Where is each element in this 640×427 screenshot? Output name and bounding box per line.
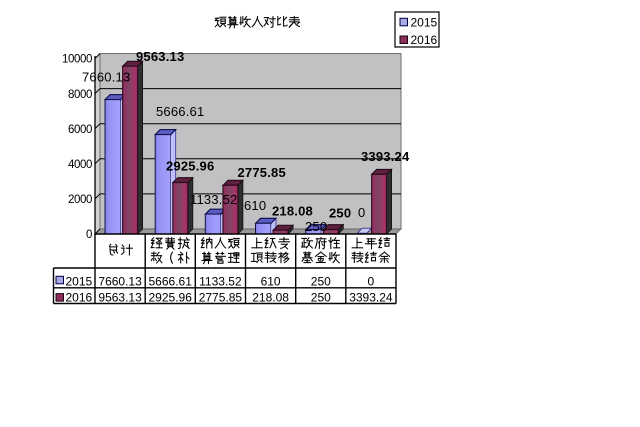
svg-text:2925.96: 2925.96	[166, 158, 214, 173]
svg-text:5666.61: 5666.61	[156, 104, 204, 119]
svg-text:9563.13: 9563.13	[136, 49, 184, 64]
svg-text:2015: 2015	[411, 15, 438, 29]
svg-text:218.08: 218.08	[252, 290, 289, 304]
svg-text:2775.85: 2775.85	[199, 290, 243, 304]
svg-text:8000: 8000	[68, 89, 92, 101]
svg-text:0: 0	[358, 205, 365, 220]
svg-text:1133.52: 1133.52	[190, 192, 237, 207]
svg-text:7660.13: 7660.13	[82, 69, 130, 84]
svg-text:2775.85: 2775.85	[238, 165, 286, 180]
svg-text:2925.96: 2925.96	[149, 290, 193, 304]
svg-text:250: 250	[305, 219, 327, 234]
svg-text:5666.61: 5666.61	[149, 274, 193, 288]
svg-text:250: 250	[329, 205, 351, 220]
svg-text:218.08: 218.08	[272, 203, 313, 218]
svg-text:250: 250	[311, 290, 331, 304]
svg-text:610: 610	[261, 274, 281, 288]
svg-text:2016: 2016	[411, 33, 438, 47]
svg-text:10000: 10000	[62, 54, 92, 66]
svg-text:3393.24: 3393.24	[361, 149, 410, 164]
svg-text:250: 250	[311, 274, 331, 288]
svg-text:2000: 2000	[68, 194, 92, 206]
svg-text:610: 610	[244, 198, 266, 213]
svg-text:0: 0	[368, 274, 375, 288]
svg-text:9563.13: 9563.13	[98, 290, 142, 304]
svg-text:2015: 2015	[66, 274, 93, 288]
svg-text:3393.24: 3393.24	[349, 290, 393, 304]
svg-text:0: 0	[86, 229, 92, 241]
svg-text:6000: 6000	[68, 124, 92, 136]
svg-text:4000: 4000	[68, 159, 92, 171]
svg-text:1133.52: 1133.52	[199, 274, 242, 288]
svg-text:7660.13: 7660.13	[98, 274, 142, 288]
svg-text:2016: 2016	[66, 290, 93, 304]
